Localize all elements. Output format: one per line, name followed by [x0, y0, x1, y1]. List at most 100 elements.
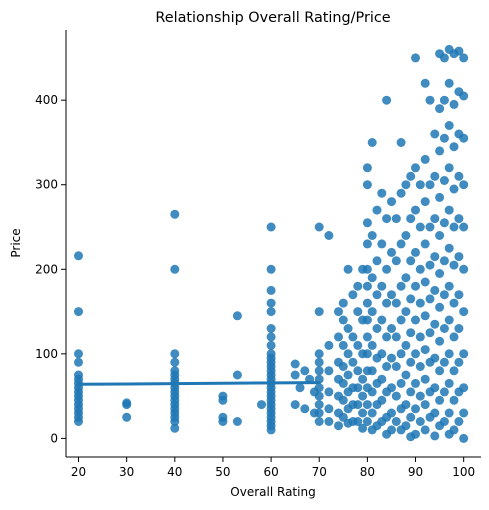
data-point [449, 425, 459, 435]
data-point [382, 332, 392, 342]
data-point [411, 205, 420, 215]
data-point [401, 370, 411, 380]
data-point [454, 324, 464, 333]
data-point [459, 433, 469, 443]
data-point [170, 349, 180, 359]
data-point [406, 328, 416, 338]
data-point [300, 366, 310, 376]
data-point [449, 332, 459, 342]
data-point [435, 192, 445, 202]
regression-layer [77, 381, 321, 386]
data-point [382, 362, 392, 371]
data-point [439, 218, 449, 228]
data-point [387, 408, 396, 418]
x-tick-label: 20 [71, 465, 86, 479]
data-point [387, 290, 396, 300]
data-point [439, 133, 449, 143]
y-tick-label: 400 [35, 93, 58, 107]
data-point [401, 231, 411, 240]
data-point [411, 281, 420, 291]
data-point [430, 285, 440, 295]
data-point [406, 357, 416, 367]
y-tick-label: 100 [35, 347, 58, 361]
data-point [343, 324, 353, 333]
data-point [420, 374, 430, 384]
data-point [353, 400, 363, 410]
data-point [401, 307, 411, 317]
data-point [411, 247, 420, 257]
data-point [387, 353, 396, 363]
data-point [430, 129, 440, 139]
data-point [74, 307, 83, 317]
data-point [439, 417, 449, 426]
data-point [396, 281, 406, 291]
data-point [415, 332, 425, 342]
data-point [358, 391, 368, 401]
data-point [430, 353, 440, 363]
data-point [391, 298, 401, 308]
data-point [372, 205, 382, 215]
data-point [343, 349, 353, 359]
data-point [266, 298, 276, 308]
data-point [401, 400, 411, 410]
data-point [338, 298, 348, 308]
data-point [411, 429, 420, 439]
data-point [396, 349, 406, 359]
data-point [454, 417, 464, 426]
data-point [391, 332, 401, 342]
data-point [459, 53, 469, 63]
data-point [324, 417, 334, 426]
data-point [454, 252, 464, 262]
data-point [459, 133, 469, 143]
data-point [290, 370, 300, 380]
y-tick-label: 0 [50, 431, 58, 445]
data-point [387, 324, 396, 333]
data-point [362, 349, 372, 359]
data-point [266, 340, 276, 350]
data-point [334, 332, 343, 342]
points-layer [74, 44, 469, 443]
data-point [348, 357, 358, 367]
data-point [122, 400, 132, 410]
data-point [338, 340, 348, 350]
data-point [459, 307, 469, 317]
data-point [338, 378, 348, 388]
data-point [454, 46, 464, 56]
data-point [338, 315, 348, 325]
data-point [459, 383, 469, 393]
data-point [430, 252, 440, 262]
data-point [449, 222, 459, 232]
data-point [435, 231, 445, 240]
data-point [444, 281, 454, 291]
data-point [449, 142, 459, 152]
data-point [372, 324, 382, 333]
data-point [338, 395, 348, 405]
data-point [444, 315, 454, 325]
data-point [266, 285, 276, 295]
data-point [439, 176, 449, 185]
data-point [353, 340, 363, 350]
data-point [387, 197, 396, 207]
x-axis-ticks: 20 30 40 50 60 70 80 90 100 [71, 457, 475, 479]
data-point [353, 281, 363, 291]
data-point [314, 417, 324, 426]
data-point [343, 370, 353, 380]
data-point [348, 332, 358, 342]
data-point [382, 298, 392, 308]
data-point [314, 383, 324, 393]
data-point [425, 328, 435, 338]
data-point [391, 214, 401, 224]
data-point [430, 214, 440, 224]
data-point [324, 387, 334, 397]
data-point [362, 163, 372, 173]
data-point [396, 239, 406, 249]
data-point [382, 264, 392, 274]
data-point [411, 349, 420, 359]
data-point [406, 214, 416, 224]
data-point [396, 378, 406, 388]
data-point [377, 239, 387, 249]
data-point [430, 408, 440, 418]
data-point [367, 273, 377, 283]
data-point [372, 290, 382, 300]
